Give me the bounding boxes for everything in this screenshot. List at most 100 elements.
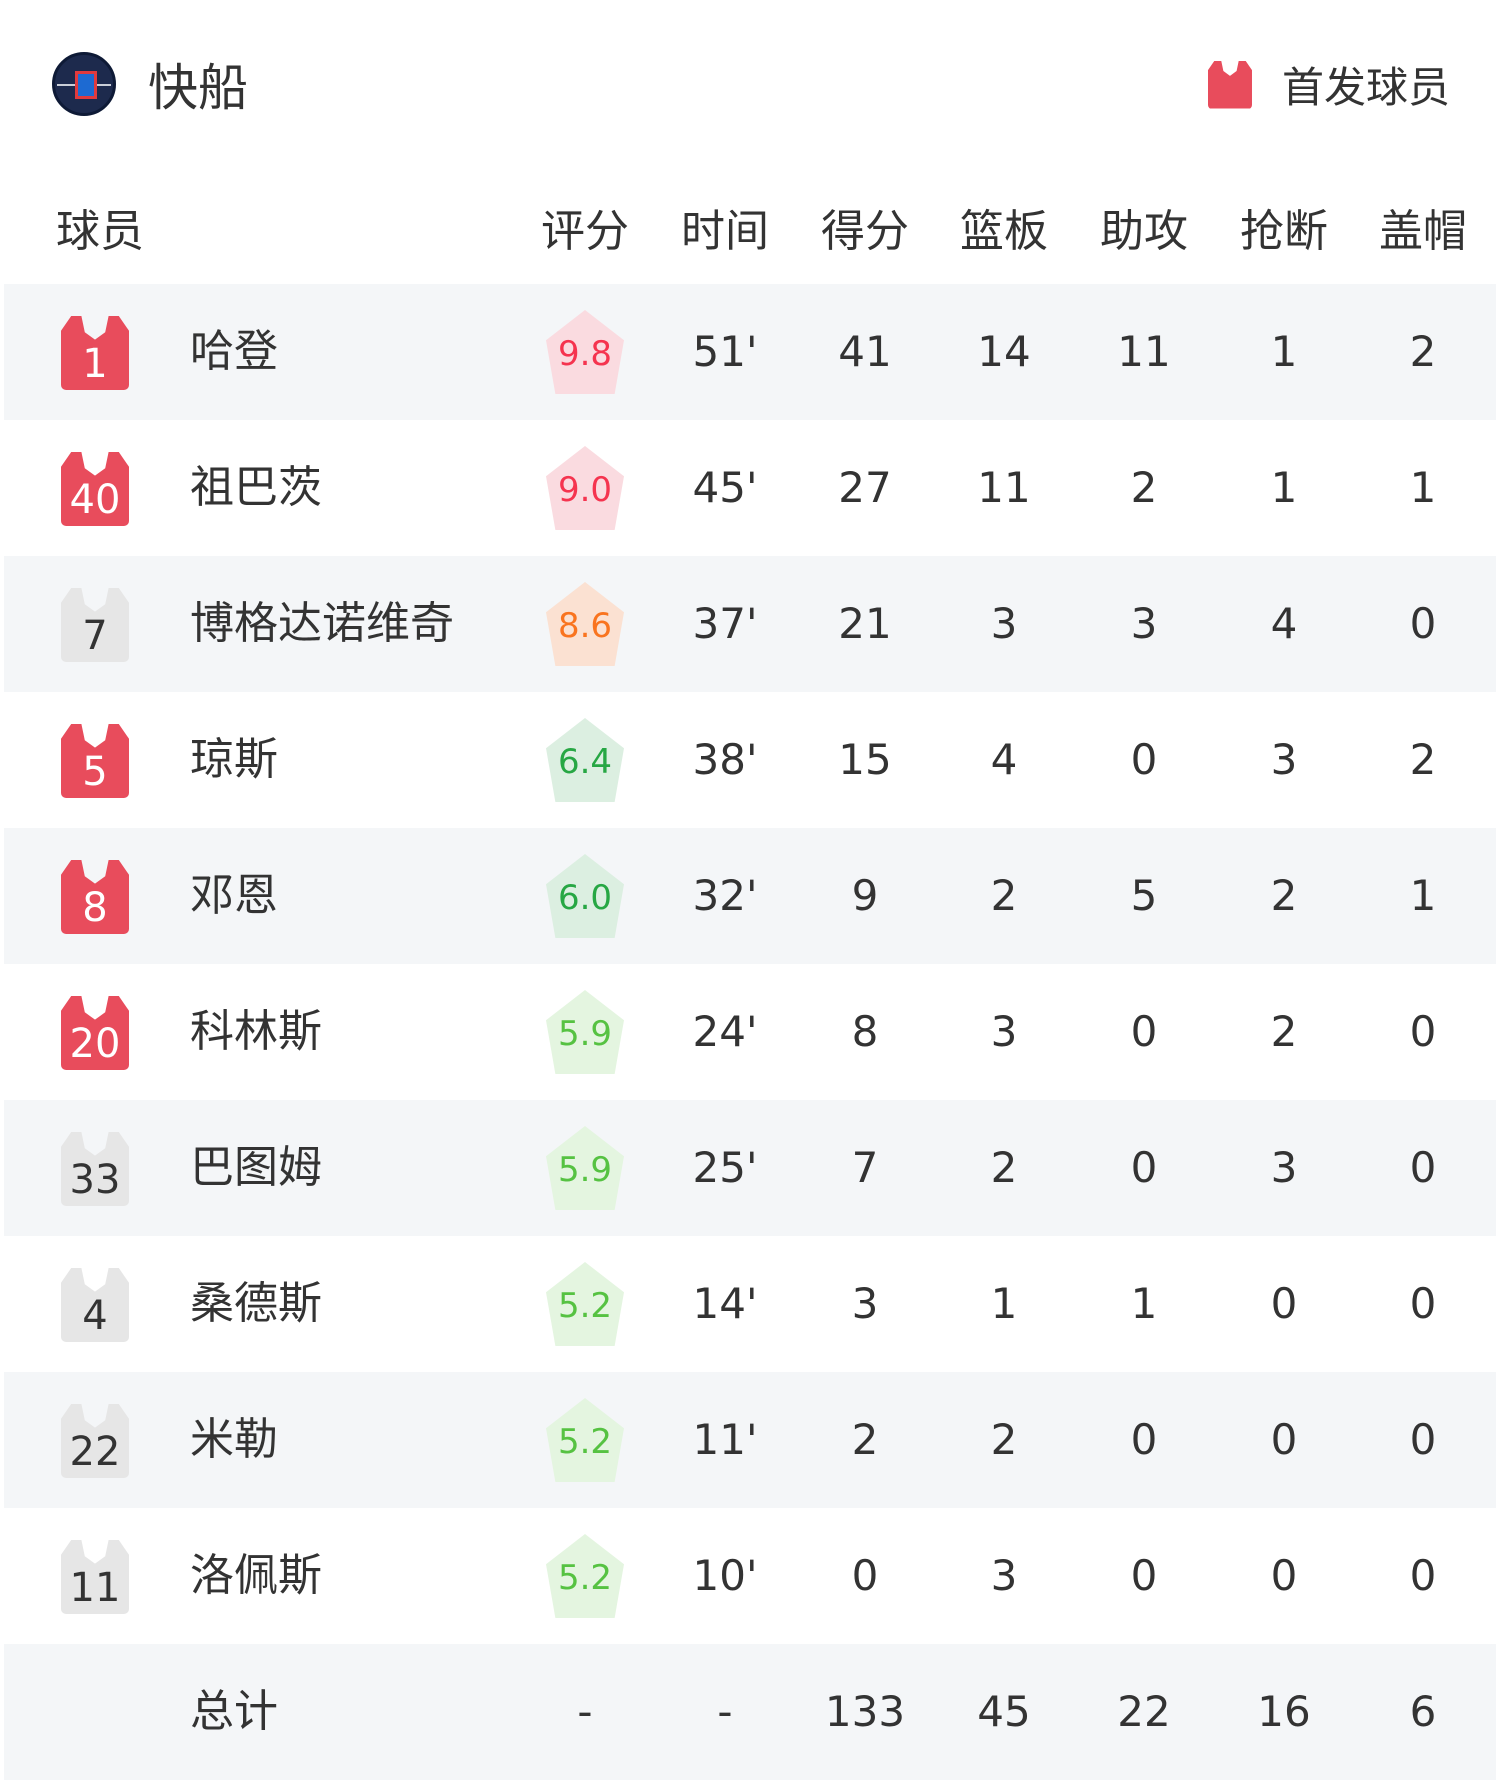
- stat-pts: 2: [851, 1415, 879, 1464]
- jersey-icon: 11: [61, 1540, 129, 1614]
- stat-stl: 0: [1270, 1551, 1298, 1600]
- stat-pts: 9: [851, 871, 879, 920]
- player-name[interactable]: 巴图姆: [190, 1142, 322, 1193]
- stat-time: 38': [692, 735, 758, 784]
- jersey-number: 8: [82, 885, 108, 931]
- jersey-number: 4: [82, 1293, 108, 1339]
- jersey-icon: 22: [61, 1404, 129, 1478]
- jersey-icon: 20: [61, 996, 129, 1070]
- player-name[interactable]: 米勒: [190, 1414, 278, 1465]
- jersey-icon: 5: [61, 724, 129, 798]
- stat-stl: 3: [1270, 735, 1298, 784]
- stat-time: 14': [692, 1279, 758, 1328]
- rating-badge: 6.4: [546, 718, 624, 802]
- stat-ast: 2: [1130, 463, 1158, 512]
- col-blocks[interactable]: 盖帽: [1379, 206, 1467, 257]
- stat-reb: 3: [990, 599, 1018, 648]
- stat-blk: 0: [1409, 599, 1437, 648]
- jersey-number: 5: [82, 749, 108, 795]
- total-pts: 133: [824, 1687, 906, 1736]
- total-time: -: [717, 1687, 733, 1736]
- stat-time: 24': [692, 1007, 758, 1056]
- col-points[interactable]: 得分: [821, 206, 909, 257]
- col-time[interactable]: 时间: [681, 206, 769, 257]
- jersey-number: 1: [82, 341, 108, 387]
- stat-ast: 11: [1117, 327, 1171, 376]
- stat-reb: 1: [990, 1279, 1018, 1328]
- player-name[interactable]: 祖巴茨: [190, 462, 322, 513]
- col-rating[interactable]: 评分: [541, 206, 629, 257]
- stat-time: 37': [692, 599, 758, 648]
- player-row[interactable]: 33 巴图姆 5.9 25' 7 2 0 3 0: [4, 1100, 1496, 1236]
- player-name[interactable]: 博格达诺维奇: [190, 598, 454, 649]
- stat-pts: 27: [838, 463, 892, 512]
- player-row[interactable]: 40 祖巴茨 9.0 45' 27 11 2 1 1: [4, 420, 1496, 556]
- stat-pts: 15: [838, 735, 892, 784]
- player-name[interactable]: 科林斯: [190, 1006, 322, 1057]
- stat-ast: 5: [1130, 871, 1158, 920]
- starter-legend: 首发球员: [1207, 54, 1450, 115]
- player-name[interactable]: 哈登: [190, 326, 278, 377]
- player-row[interactable]: 5 琼斯 6.4 38' 15 4 0 3 2: [4, 692, 1496, 828]
- stat-reb: 2: [990, 871, 1018, 920]
- player-row[interactable]: 11 洛佩斯 5.2 10' 0 3 0 0 0: [4, 1508, 1496, 1644]
- rating-value: 5.2: [557, 1558, 613, 1598]
- player-name[interactable]: 桑德斯: [190, 1278, 322, 1329]
- rating-badge: 5.9: [546, 1126, 624, 1210]
- stat-stl: 3: [1270, 1143, 1298, 1192]
- stat-reb: 11: [977, 463, 1031, 512]
- rating-value: 5.2: [557, 1286, 613, 1326]
- rating-badge: 9.0: [546, 446, 624, 530]
- total-reb: 45: [977, 1687, 1031, 1736]
- total-rating: -: [577, 1687, 593, 1736]
- stat-blk: 2: [1409, 327, 1437, 376]
- stat-blk: 0: [1409, 1143, 1437, 1192]
- col-rebounds[interactable]: 篮板: [960, 206, 1048, 257]
- rating-value: 5.9: [557, 1014, 613, 1054]
- player-row[interactable]: 22 米勒 5.2 11' 2 2 0 0 0: [4, 1372, 1496, 1508]
- rating-badge: 5.2: [546, 1398, 624, 1482]
- player-row[interactable]: 20 科林斯 5.9 24' 8 3 0 2 0: [4, 964, 1496, 1100]
- jersey-icon: 40: [61, 452, 129, 526]
- stat-stl: 1: [1270, 463, 1298, 512]
- stat-stl: 0: [1270, 1415, 1298, 1464]
- stat-ast: 0: [1130, 1007, 1158, 1056]
- stat-ast: 1: [1130, 1279, 1158, 1328]
- clippers-logo-icon: [52, 52, 116, 116]
- rating-value: 5.9: [557, 1150, 613, 1190]
- stat-ast: 3: [1130, 599, 1158, 648]
- legend-label: 首发球员: [1281, 63, 1450, 112]
- col-steals[interactable]: 抢断: [1240, 206, 1328, 257]
- jersey-number: 7: [82, 613, 108, 659]
- stat-ast: 0: [1130, 735, 1158, 784]
- jersey-icon: 33: [61, 1132, 129, 1206]
- stat-pts: 8: [851, 1007, 879, 1056]
- stat-pts: 0: [851, 1551, 879, 1600]
- stat-time: 10': [692, 1551, 758, 1600]
- player-row[interactable]: 7 博格达诺维奇 8.6 37' 21 3 3 4 0: [4, 556, 1496, 692]
- stat-reb: 3: [990, 1007, 1018, 1056]
- stat-reb: 2: [990, 1415, 1018, 1464]
- rating-value: 9.8: [557, 334, 613, 374]
- player-row[interactable]: 8 邓恩 6.0 32' 9 2 5 2 1: [4, 828, 1496, 964]
- stat-blk: 0: [1409, 1415, 1437, 1464]
- total-ast: 22: [1117, 1687, 1171, 1736]
- stat-stl: 2: [1270, 1007, 1298, 1056]
- col-assists[interactable]: 助攻: [1100, 206, 1188, 257]
- player-name[interactable]: 邓恩: [190, 870, 278, 921]
- stat-ast: 0: [1130, 1415, 1158, 1464]
- jersey-icon: 7: [61, 588, 129, 662]
- jersey-icon: [1207, 60, 1252, 109]
- player-name[interactable]: 洛佩斯: [190, 1550, 322, 1601]
- jersey-number: 20: [69, 1021, 121, 1067]
- stat-stl: 2: [1270, 871, 1298, 920]
- rating-badge: 5.9: [546, 990, 624, 1074]
- player-name[interactable]: 琼斯: [190, 734, 278, 785]
- rating-badge: 8.6: [546, 582, 624, 666]
- total-label: 总计: [190, 1686, 278, 1737]
- player-row[interactable]: 1 哈登 9.8 51' 41 14 11 1 2: [4, 284, 1496, 420]
- player-row[interactable]: 4 桑德斯 5.2 14' 3 1 1 0 0: [4, 1236, 1496, 1372]
- jersey-icon: 4: [61, 1268, 129, 1342]
- stat-reb: 14: [977, 327, 1031, 376]
- stat-stl: 4: [1270, 599, 1298, 648]
